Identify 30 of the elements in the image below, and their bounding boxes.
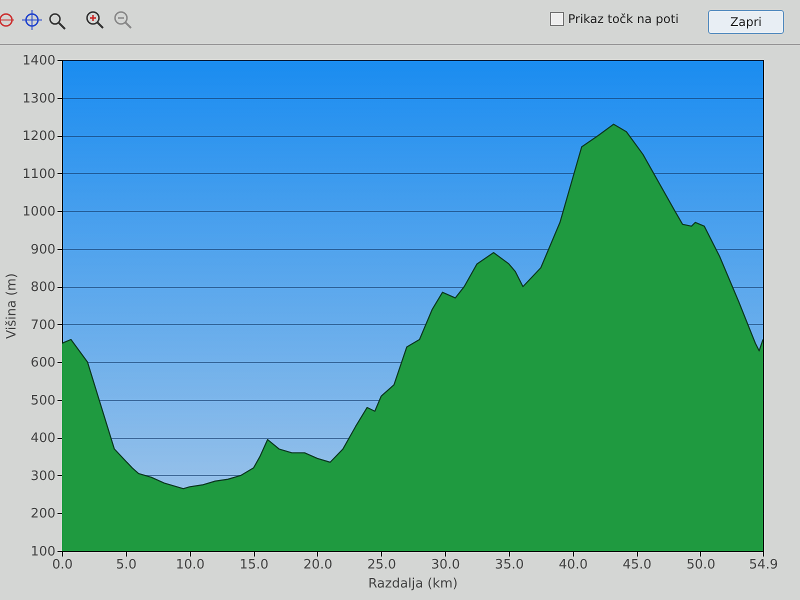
y-axis-title: Višina (m) bbox=[4, 273, 20, 339]
y-tick-label: 1200 bbox=[22, 129, 56, 144]
y-tick-label: 200 bbox=[30, 506, 56, 522]
x-tick-label: 0.0 bbox=[52, 558, 73, 572]
x-tick-label: 50.0 bbox=[686, 558, 716, 572]
x-tick-label: 30.0 bbox=[431, 558, 460, 572]
y-tick-label: 600 bbox=[30, 356, 56, 371]
y-tick-label: 700 bbox=[30, 318, 56, 333]
x-tick-label: 54.9 bbox=[749, 558, 778, 572]
y-tick-label: 1300 bbox=[22, 91, 56, 106]
y-tick-label: 400 bbox=[30, 431, 56, 446]
y-tick-label: 800 bbox=[30, 280, 56, 296]
y-tick-label: 1000 bbox=[22, 204, 56, 220]
x-axis-title: Razdalja (km) bbox=[368, 576, 458, 592]
y-tick-label: 300 bbox=[30, 468, 56, 484]
y-tick-label: 1100 bbox=[22, 166, 56, 182]
x-tick-label: 10.0 bbox=[176, 558, 205, 572]
y-tick-label: 100 bbox=[30, 544, 56, 560]
x-tick-label: 40.0 bbox=[558, 558, 588, 572]
text: Zapri bbox=[708, 10, 784, 34]
x-tick-label: 35.0 bbox=[494, 558, 524, 572]
y-tick-label: 500 bbox=[30, 393, 56, 408]
y-tick-label: 900 bbox=[30, 242, 56, 258]
x-tick-label: 5.0 bbox=[116, 558, 137, 572]
x-tick-label: 15.0 bbox=[240, 558, 269, 572]
y-tick-label: 1400 bbox=[22, 54, 56, 68]
x-tick-label: 20.0 bbox=[303, 558, 332, 572]
x-tick-label: 25.0 bbox=[367, 558, 396, 572]
x-tick-label: 45.0 bbox=[622, 558, 652, 572]
text: Prikaz točk na poti bbox=[568, 12, 679, 26]
